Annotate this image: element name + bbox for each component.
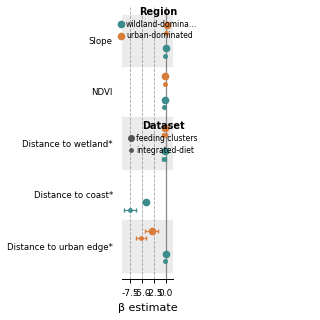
X-axis label: β estimate: β estimate [118,303,177,313]
Legend: feeding clusters, integrated-diet: feeding clusters, integrated-diet [127,120,199,156]
Bar [122,220,173,272]
Bar [122,15,173,66]
Bar [122,117,173,169]
